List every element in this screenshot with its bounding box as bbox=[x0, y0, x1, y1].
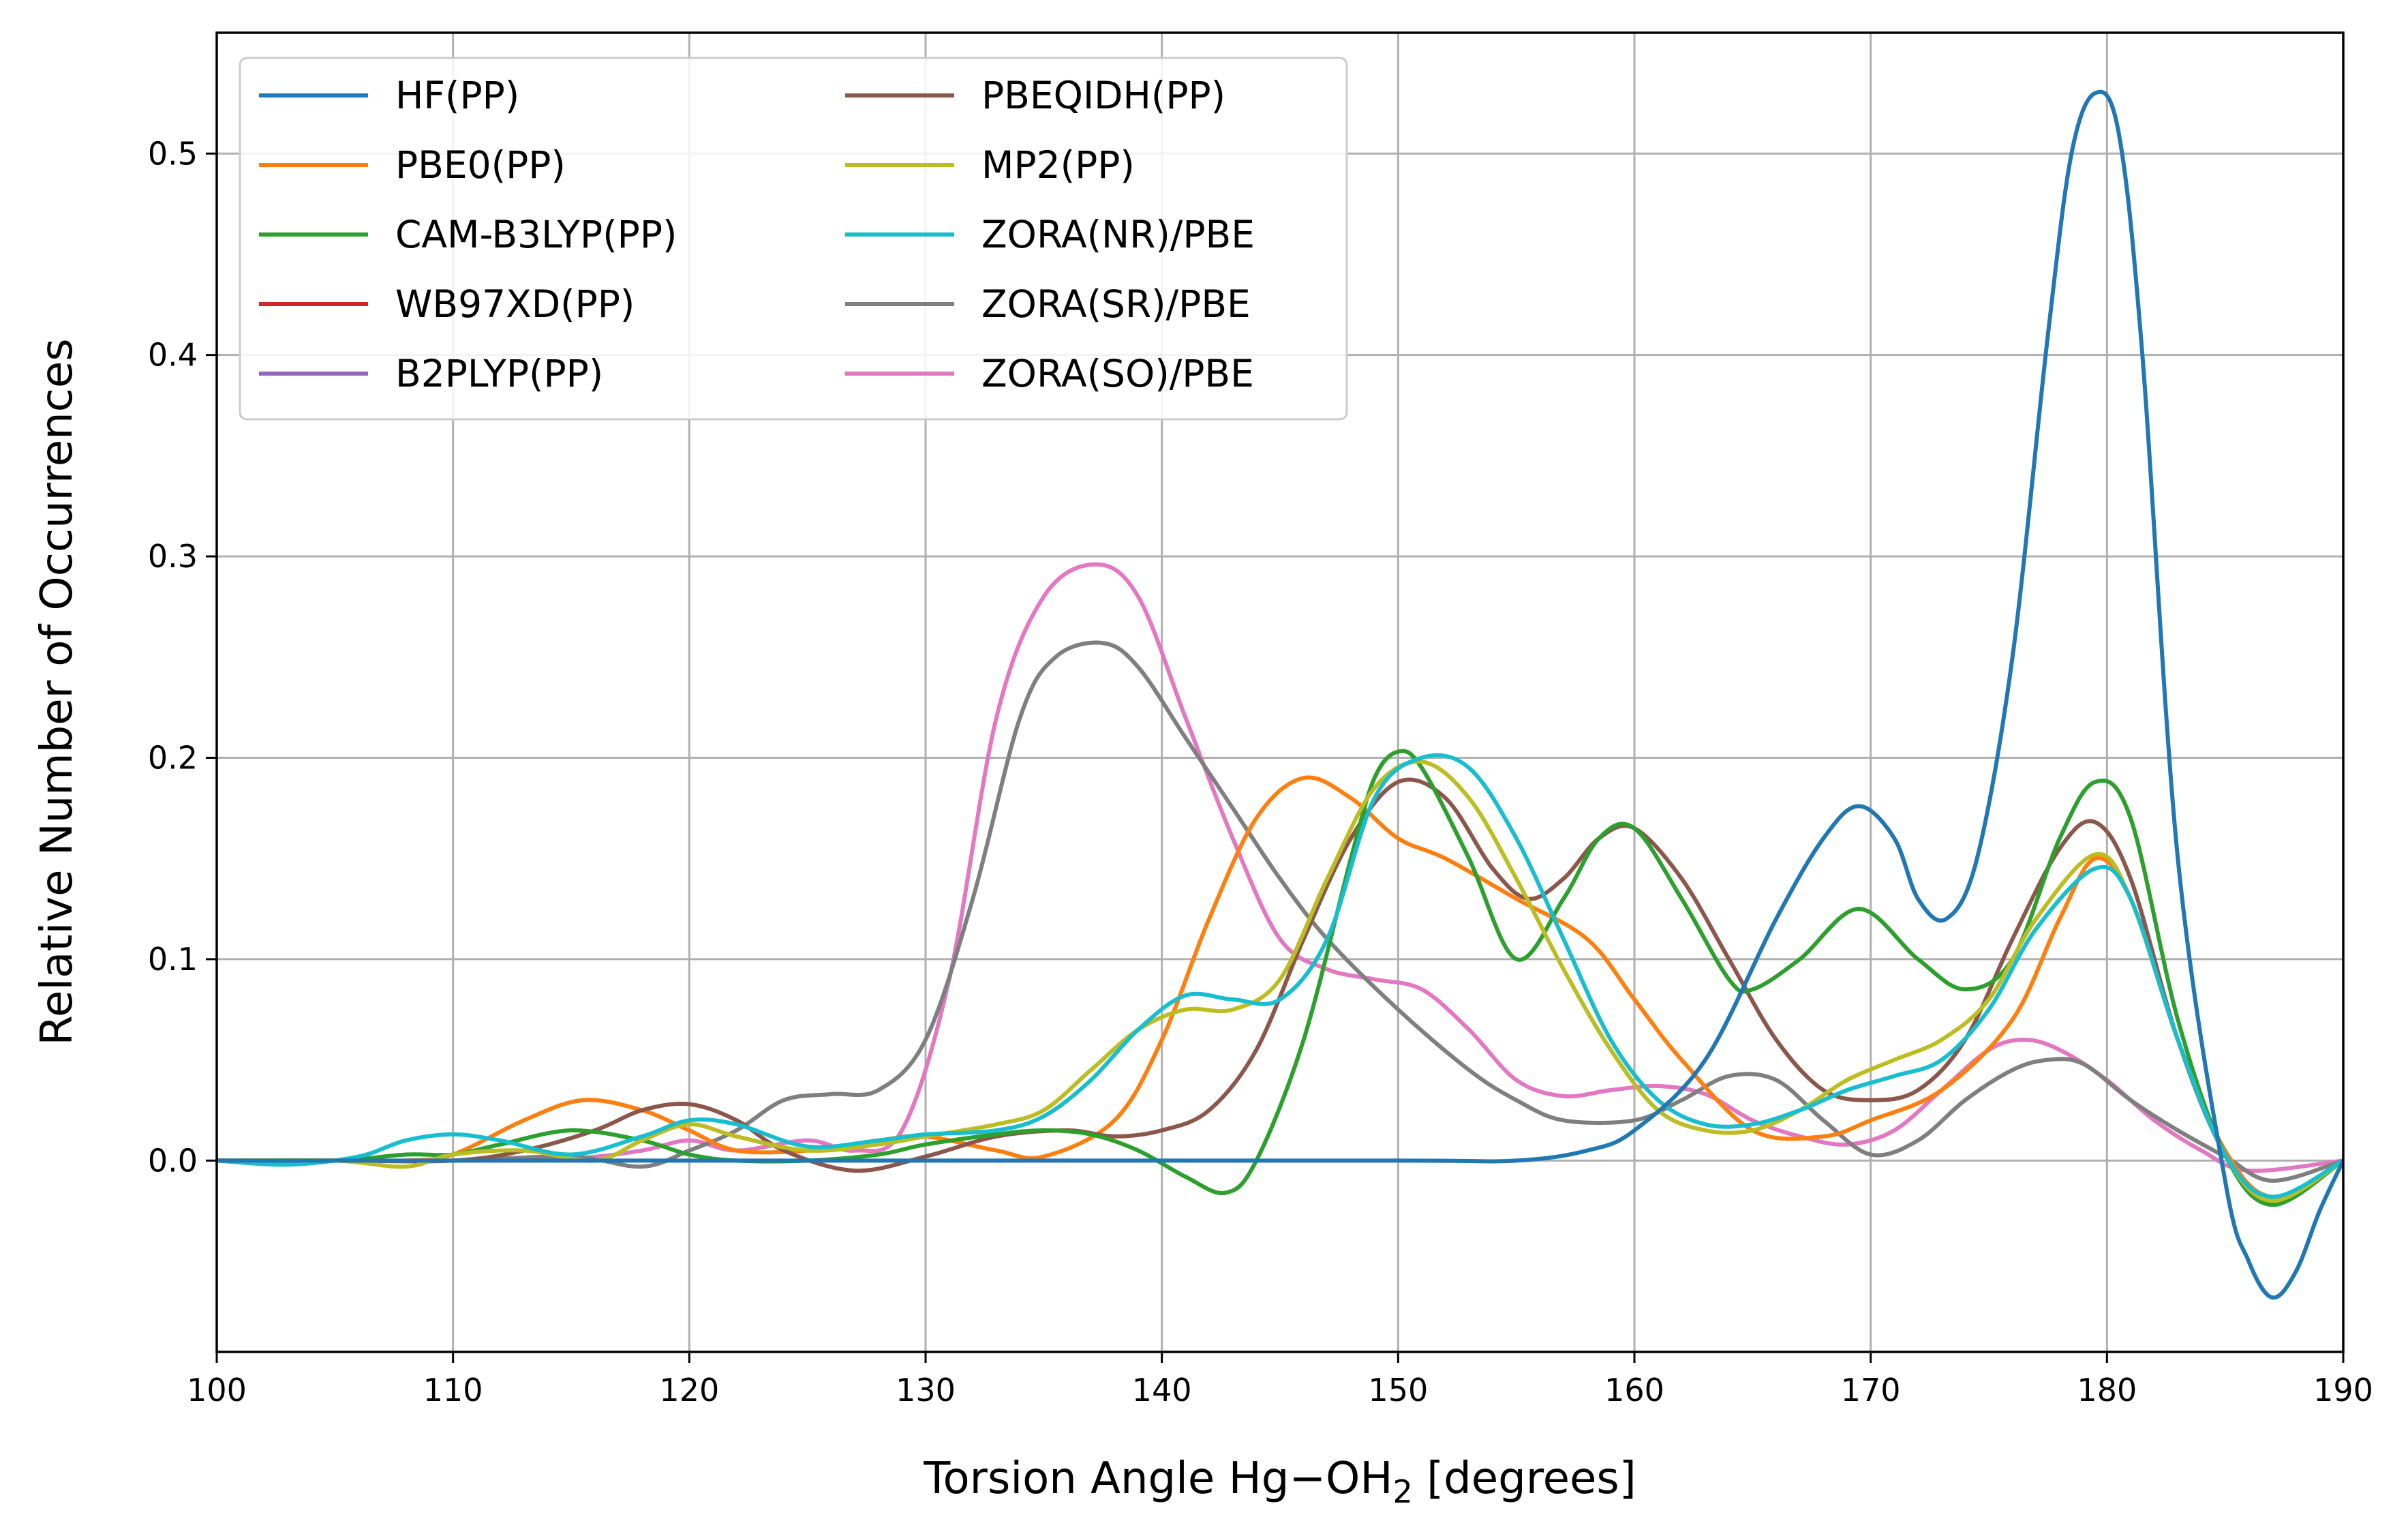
x-axis-label: Torsion Angle Hg−OH2 [degrees] bbox=[923, 1454, 1636, 1510]
x-tick-label: 130 bbox=[896, 1372, 956, 1409]
y-axis-label: Relative Number of Occurrences bbox=[32, 338, 82, 1045]
series-line-hf-pp bbox=[217, 89, 2343, 1300]
x-tick-label: 140 bbox=[1132, 1372, 1192, 1409]
y-tick-label: 0.5 bbox=[148, 135, 198, 172]
legend: HF(PP) PBE0(PP) CAM-B3LYP(PP) WB97XD(PP) B2P… bbox=[239, 57, 1348, 421]
x-tick-label: 120 bbox=[659, 1372, 719, 1409]
legend-label: ZORA(SO)/PBE bbox=[981, 352, 1254, 395]
x-tick-label: 170 bbox=[1841, 1372, 1901, 1409]
legend-label: WB97XD(PP) bbox=[395, 282, 635, 326]
y-tick-label: 0.2 bbox=[148, 740, 198, 777]
series-line-pbeqidh-pp bbox=[217, 777, 2343, 1203]
legend-label: HF(PP) bbox=[395, 74, 519, 117]
legend-label: ZORA(NR)/PBE bbox=[981, 213, 1255, 256]
x-tick-label: 150 bbox=[1368, 1372, 1428, 1409]
x-tick-label: 100 bbox=[187, 1372, 247, 1409]
y-tick-label: 0.0 bbox=[148, 1142, 198, 1179]
x-tick-label: 180 bbox=[2077, 1372, 2137, 1409]
legend-frame bbox=[239, 57, 1348, 421]
legend-label: PBEQIDH(PP) bbox=[981, 74, 1225, 117]
legend-label: CAM-B3LYP(PP) bbox=[395, 213, 677, 256]
y-tick-label: 0.3 bbox=[148, 538, 198, 575]
y-axis: 0.0 0.1 0.2 0.3 0.4 0.5 bbox=[148, 135, 217, 1179]
series-line-cam-b3lyp-pp bbox=[217, 749, 2343, 1207]
series-line-pbe0-pp bbox=[217, 775, 2343, 1199]
x-tick-label: 190 bbox=[2313, 1372, 2373, 1409]
series-line-zora-nr-pbe bbox=[217, 753, 2343, 1199]
legend-label: B2PLYP(PP) bbox=[395, 352, 603, 395]
legend-label: ZORA(SR)/PBE bbox=[981, 282, 1251, 326]
x-tick-label: 110 bbox=[423, 1372, 483, 1409]
x-tick-label: 160 bbox=[1604, 1372, 1664, 1409]
plot-frame bbox=[215, 31, 2345, 1353]
series-line-zora-sr-pbe bbox=[217, 640, 2343, 1183]
legend-label: MP2(PP) bbox=[981, 143, 1135, 187]
x-axis: 100 110 120 130 140 150 160 170 180 190 bbox=[187, 1352, 2373, 1409]
y-tick-label: 0.1 bbox=[148, 941, 198, 978]
plot-area bbox=[217, 89, 2343, 1300]
legend-label: PBE0(PP) bbox=[395, 143, 566, 187]
y-tick-label: 0.4 bbox=[148, 337, 198, 374]
